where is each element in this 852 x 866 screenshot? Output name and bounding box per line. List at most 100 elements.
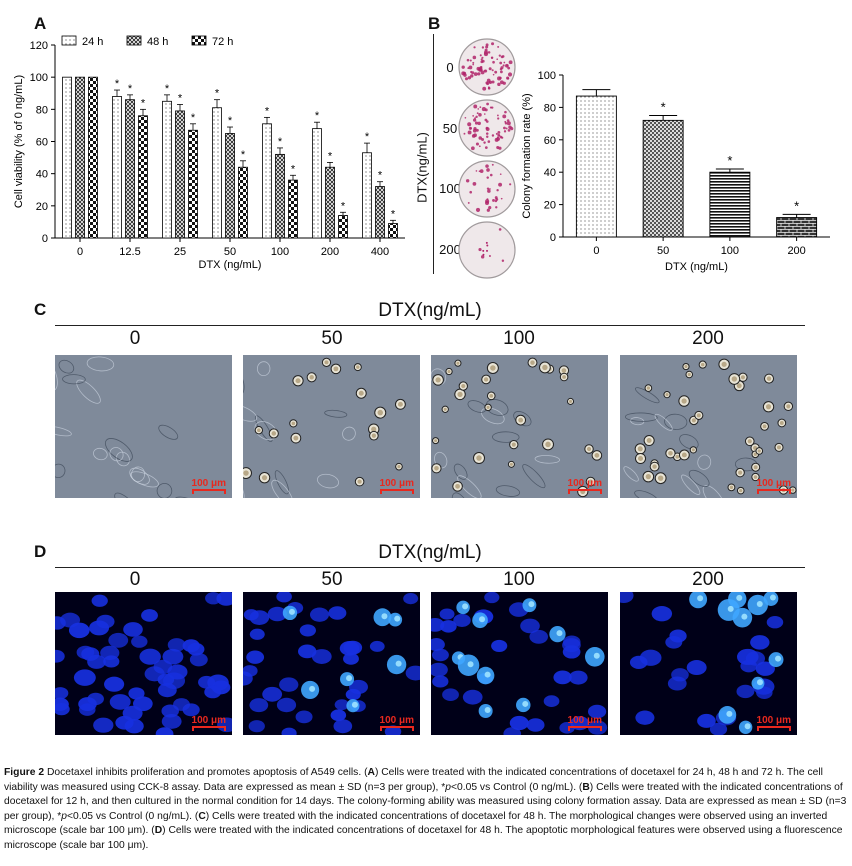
nucleus [520, 618, 540, 634]
cell-outline [624, 412, 658, 422]
nucleus [167, 664, 188, 680]
nucleus [491, 639, 508, 652]
nucleus [620, 592, 634, 604]
cell-outline [634, 490, 659, 498]
rounded-cell-core [434, 466, 439, 471]
caption-text-b: ) Cells were treated with the indicated … [4, 781, 847, 822]
bar-48h-200 [325, 166, 335, 239]
rounded-cell-core [397, 464, 401, 469]
colony-spot [463, 132, 466, 135]
rounded-cell-core [646, 438, 652, 444]
cell-outline [485, 399, 509, 416]
nucleus [345, 688, 361, 701]
cell-outline [174, 496, 201, 498]
rounded-cell-core [261, 475, 268, 481]
phase-image-200: 100 μm [620, 355, 797, 498]
colony-spot [472, 63, 475, 66]
rounded-cell-core [530, 360, 535, 365]
nucleus [328, 606, 347, 620]
fluor-image-50: 100 μm [243, 592, 420, 735]
nucleus [529, 629, 548, 644]
panel-label-d: D [34, 542, 47, 561]
colony-spot [473, 104, 478, 109]
sig-marker: * [378, 170, 383, 182]
cell-outline [451, 492, 472, 498]
cell-outline [492, 431, 520, 443]
rounded-cell-core [681, 452, 687, 458]
colony-spot [478, 113, 482, 117]
colony-spot [500, 66, 504, 70]
nucleus [736, 684, 755, 699]
panel-label-a: A [34, 14, 47, 33]
colony-spot [479, 54, 482, 57]
colony-spot [477, 121, 481, 126]
colony-spot [472, 118, 477, 122]
panel-d-dose-1: 50 [321, 569, 343, 590]
cell-outline [58, 359, 75, 374]
colony-spot [485, 164, 489, 168]
rounded-cell-core [657, 475, 664, 481]
nucleus [440, 620, 457, 633]
colony-spot [496, 136, 499, 139]
caption-tail-b: <0.05 vs Control (0 ng/mL). ( [66, 810, 199, 822]
apoptotic-fragment [556, 630, 563, 637]
rounded-cell-core [586, 446, 592, 452]
cell-outline [495, 485, 521, 497]
nucleus [453, 613, 471, 627]
rounded-cell-core [455, 483, 460, 489]
figure-caption: Figure 2 Docetaxel inhibits proliferatio… [4, 766, 847, 854]
nucleus [108, 632, 129, 648]
nucleus [665, 635, 683, 649]
colony-spot [484, 69, 486, 72]
colony-spot [483, 50, 488, 55]
sig-marker: * [178, 93, 183, 105]
legend-label: 48 h [147, 36, 168, 48]
panel-c-dose-0: 0 [129, 328, 141, 349]
colony-spot [506, 64, 509, 67]
rounded-cell-core [293, 435, 299, 441]
apoptotic-fragment [351, 701, 358, 708]
cell-outline [702, 485, 725, 498]
y-tick-label: 120 [30, 40, 48, 52]
colony-spot [488, 81, 491, 84]
x-axis-label: DTX (ng/mL) [199, 259, 262, 271]
y-tick-label: 80 [544, 102, 556, 114]
nucleus [279, 677, 299, 692]
nucleus [343, 652, 359, 665]
nucleus [123, 622, 143, 637]
sig-marker: * [661, 100, 666, 115]
colony-spot [472, 61, 475, 64]
legend-label: 72 h [212, 36, 233, 48]
nucleus [122, 705, 143, 721]
sig-marker: * [215, 88, 220, 100]
apoptotic-fragment [395, 660, 402, 667]
nucleus [131, 635, 148, 648]
nucleus [462, 689, 483, 705]
rounded-cell-core [545, 441, 551, 448]
rounded-cell-core [356, 365, 360, 369]
scale-bar: 100 μm [756, 478, 791, 494]
cell-outline [317, 473, 340, 489]
nucleus [432, 675, 449, 688]
colony-spot [509, 183, 512, 186]
cell-outline [453, 463, 468, 480]
cell-outline [324, 409, 348, 418]
colony-dose-2: 100 [439, 181, 461, 196]
nucleus [750, 635, 770, 650]
colony-spot [495, 132, 498, 135]
cell-outline [654, 413, 673, 431]
colony-spot [486, 249, 489, 252]
cell-outline [457, 475, 482, 498]
colony-spot [472, 182, 477, 186]
nucleus [217, 717, 232, 733]
nucleus [298, 644, 317, 659]
colony-spot [486, 208, 490, 212]
x-tick-label: 50 [657, 245, 669, 257]
rounded-cell-core [779, 421, 784, 425]
nucleus [697, 713, 716, 728]
colony-spot [496, 189, 499, 192]
legend-label: 24 h [82, 36, 103, 48]
panel-d-dose-3: 200 [692, 569, 724, 590]
rounded-cell-core [333, 366, 339, 372]
nucleus [745, 651, 766, 666]
